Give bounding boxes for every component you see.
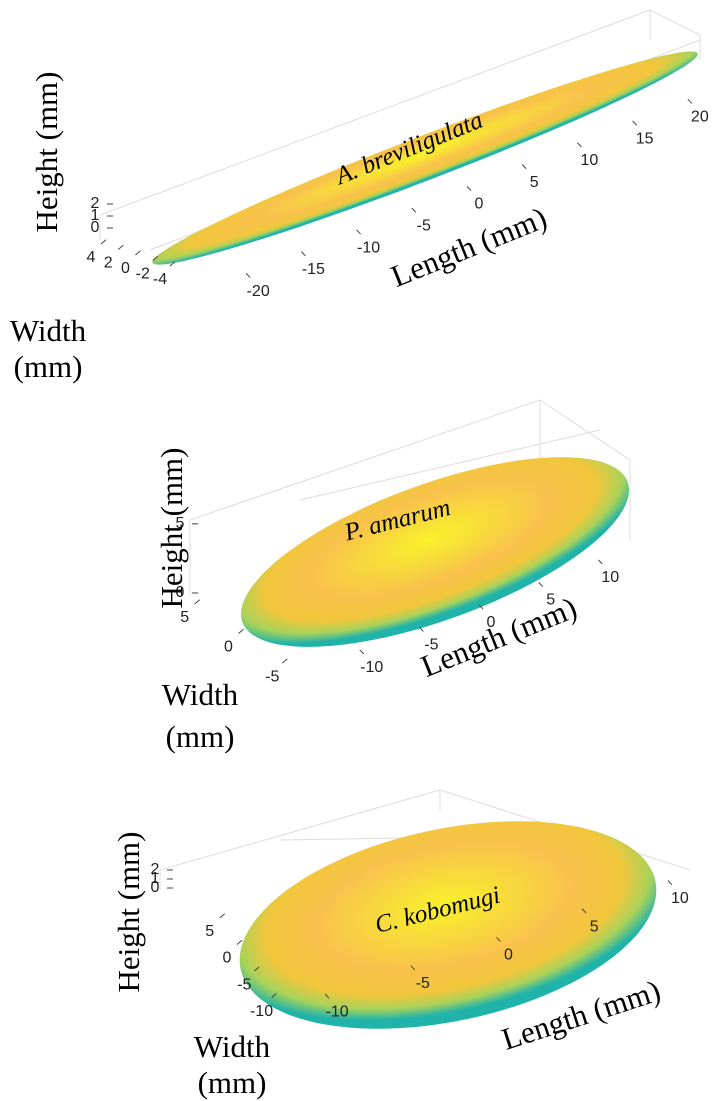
x-tick-label: -10 bbox=[360, 659, 383, 676]
x-tick-label: 10 bbox=[671, 890, 689, 907]
tick-mark bbox=[539, 582, 543, 586]
x-tick-label: -10 bbox=[326, 1004, 349, 1021]
y-tick-label: 0 bbox=[223, 950, 232, 967]
x-tick-label: 0 bbox=[475, 196, 484, 213]
tick-mark bbox=[412, 208, 416, 212]
tick-mark bbox=[467, 186, 471, 190]
x-tick-label: -5 bbox=[416, 975, 430, 992]
y-axis-label: (mm) bbox=[198, 1065, 267, 1100]
z-axis-label: Height (mm) bbox=[29, 72, 64, 233]
y-tick-label: -4 bbox=[153, 271, 167, 288]
tick-mark bbox=[577, 143, 581, 147]
x-tick-label: 5 bbox=[530, 174, 539, 191]
tick-mark bbox=[282, 659, 287, 663]
x-tick-label: -20 bbox=[247, 283, 270, 300]
figure: -20-15-10-505101520420-2-4012Length (mm)… bbox=[0, 0, 712, 1101]
y-tick-label: 4 bbox=[87, 249, 96, 266]
tick-mark bbox=[598, 560, 602, 564]
y-tick-label: 0 bbox=[224, 639, 233, 656]
tick-mark bbox=[360, 650, 364, 654]
tick-mark bbox=[118, 245, 123, 249]
x-tick-label: -15 bbox=[302, 261, 325, 278]
y-axis-label: Width bbox=[10, 313, 87, 348]
x-tick-label: 20 bbox=[691, 109, 709, 126]
y-axis-label: Width bbox=[162, 677, 239, 712]
tick-mark bbox=[633, 121, 637, 125]
x-tick-label: 15 bbox=[636, 130, 654, 147]
tick-mark bbox=[136, 251, 141, 255]
y-tick-label: 5 bbox=[205, 923, 214, 940]
tick-mark bbox=[668, 880, 672, 884]
tick-mark bbox=[246, 273, 250, 277]
tick-mark bbox=[688, 99, 692, 103]
tick-mark bbox=[301, 252, 305, 256]
tick-mark bbox=[357, 230, 361, 234]
z-axis-label: Height (mm) bbox=[111, 832, 146, 993]
y-tick-label: -5 bbox=[237, 976, 251, 993]
z-tick-label: 2 bbox=[91, 195, 100, 212]
tick-mark bbox=[195, 600, 200, 604]
tick-mark bbox=[522, 165, 526, 169]
y-tick-label: -10 bbox=[250, 1003, 273, 1020]
tick-mark bbox=[237, 940, 242, 944]
tick-mark bbox=[101, 240, 106, 244]
y-tick-label: 0 bbox=[121, 260, 130, 277]
tick-mark bbox=[220, 914, 225, 918]
y-axis-label: Width bbox=[194, 1029, 271, 1064]
z-axis-label: Height (mm) bbox=[154, 448, 189, 609]
y-tick-label: -5 bbox=[265, 668, 279, 685]
y-tick-label: 5 bbox=[180, 609, 189, 626]
y-tick-label: 2 bbox=[104, 255, 113, 272]
x-tick-label: -5 bbox=[417, 217, 431, 234]
x-tick-label: 10 bbox=[601, 569, 619, 586]
x-tick-label: -10 bbox=[357, 239, 380, 256]
y-axis-label: (mm) bbox=[14, 349, 83, 384]
x-tick-label: 5 bbox=[590, 918, 599, 935]
x-axis-label: Length (mm) bbox=[386, 200, 552, 294]
y-axis-label: (mm) bbox=[166, 719, 235, 754]
z-tick-label: 2 bbox=[151, 861, 160, 878]
y-tick-label: -2 bbox=[136, 266, 150, 283]
tick-mark bbox=[239, 629, 244, 633]
x-tick-label: 10 bbox=[581, 152, 599, 169]
x-tick-label: 0 bbox=[504, 947, 513, 964]
